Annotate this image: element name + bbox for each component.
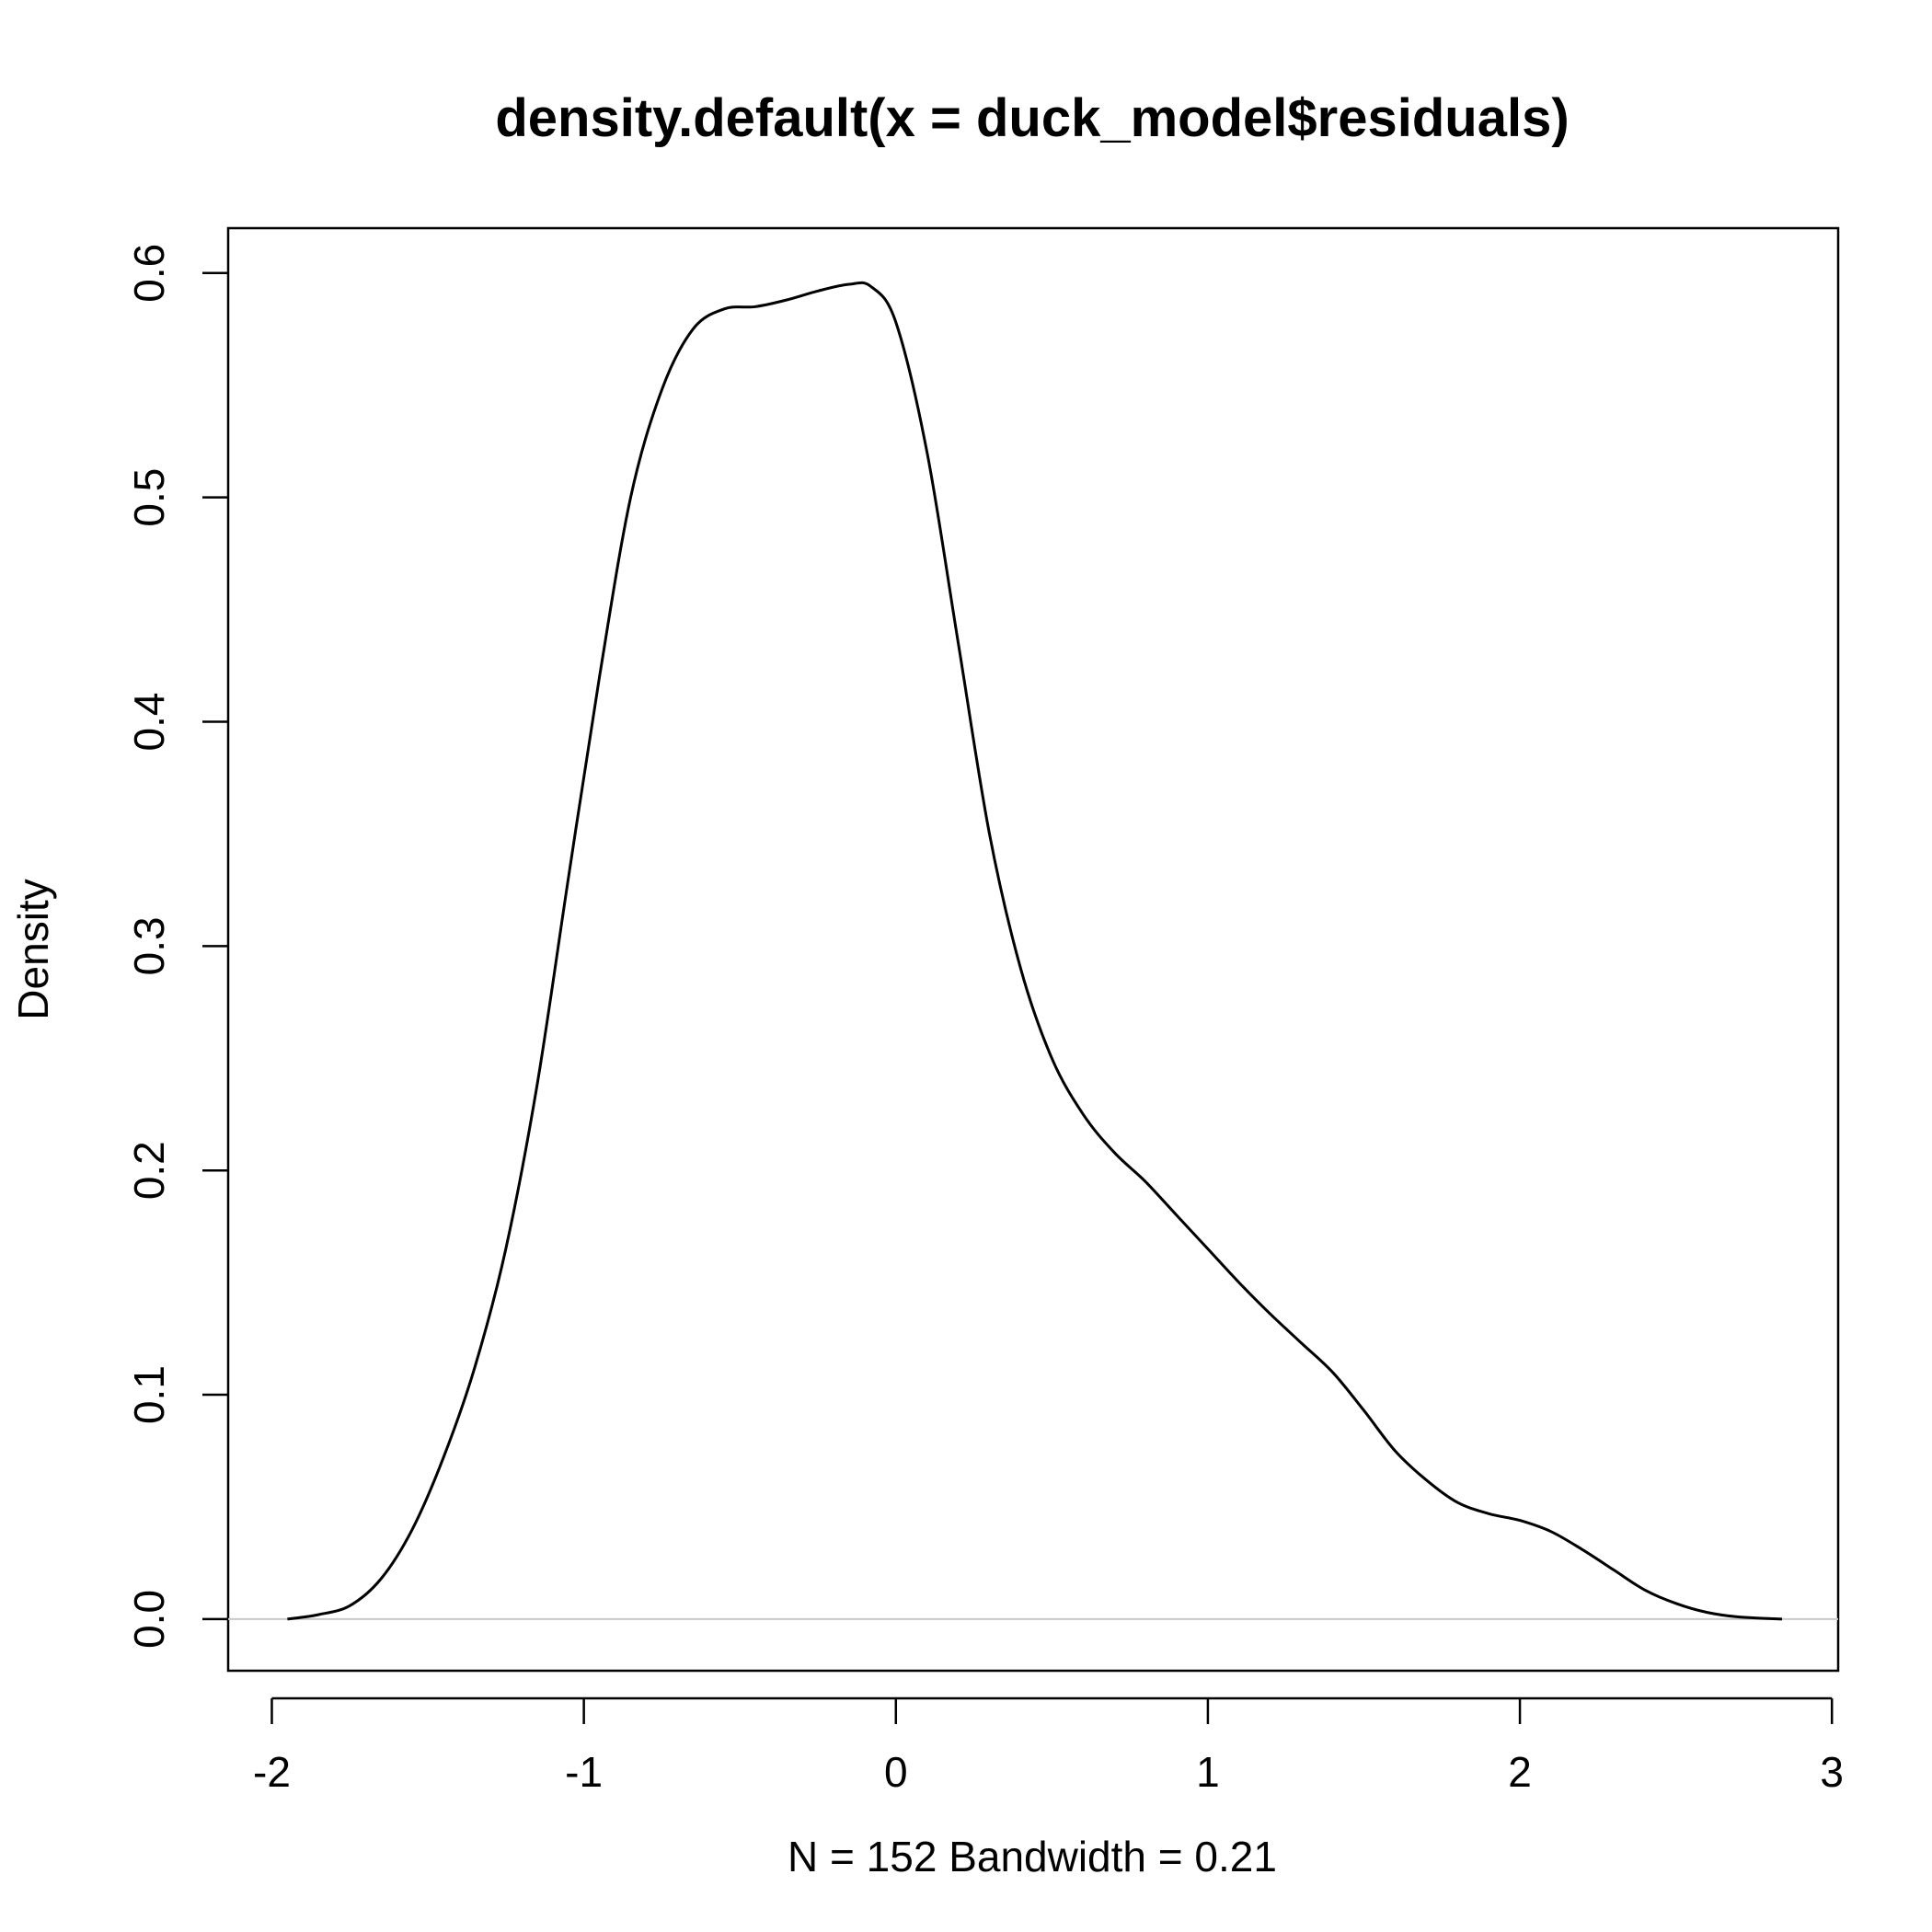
- y-axis-label: Density: [9, 879, 57, 1019]
- y-tick-label: 0.2: [125, 1141, 173, 1200]
- x-tick-label: 0: [884, 1748, 908, 1796]
- x-tick-label: 2: [1508, 1748, 1532, 1796]
- y-tick-label: 0.1: [125, 1365, 173, 1424]
- y-tick-label: 0.6: [125, 244, 173, 303]
- x-tick-label: 3: [1820, 1748, 1844, 1796]
- x-tick-label: -1: [565, 1748, 603, 1796]
- x-axis-label: N = 152 Bandwidth = 0.21: [788, 1833, 1277, 1880]
- y-axis: 0.0 0.1 0.2 0.3 0.4 0.5 0.6: [125, 244, 228, 1649]
- y-tick-label: 0.4: [125, 693, 173, 752]
- y-tick-label: 0.0: [125, 1590, 173, 1649]
- x-tick-label: 1: [1196, 1748, 1220, 1796]
- y-tick-label: 0.5: [125, 468, 173, 527]
- plot-frame: [226, 226, 1840, 1673]
- x-tick-label: -2: [253, 1748, 291, 1796]
- x-axis: -2 -1 0 1 2 3: [253, 1696, 1844, 1796]
- y-tick-label: 0.3: [125, 916, 173, 975]
- density-curve: [287, 281, 1783, 1621]
- chart-title: density.default(x = duck_model$residuals…: [495, 88, 1569, 148]
